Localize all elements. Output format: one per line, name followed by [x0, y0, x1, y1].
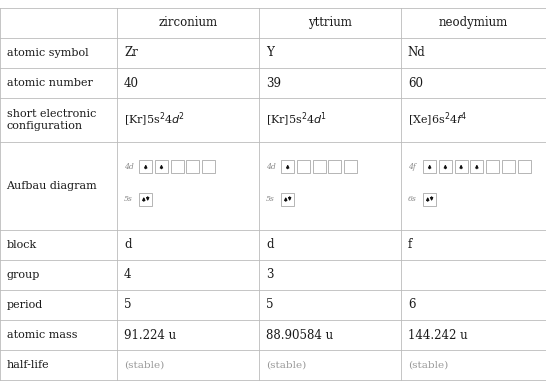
- Bar: [455, 160, 467, 173]
- Bar: [155, 160, 168, 173]
- Text: 4d: 4d: [124, 163, 134, 171]
- Text: Y: Y: [266, 47, 274, 59]
- Text: 60: 60: [408, 76, 423, 90]
- Text: 6: 6: [408, 298, 416, 312]
- Bar: [423, 160, 436, 173]
- Text: (stable): (stable): [408, 361, 448, 370]
- Text: 88.90584 u: 88.90584 u: [266, 329, 333, 341]
- Bar: [313, 160, 325, 173]
- Text: Aufbau diagram: Aufbau diagram: [7, 181, 97, 191]
- Text: Nd: Nd: [408, 47, 426, 59]
- Bar: [502, 160, 515, 173]
- Text: Zr: Zr: [124, 47, 138, 59]
- Text: 4d: 4d: [266, 163, 276, 171]
- Text: 5s: 5s: [124, 195, 133, 203]
- Text: 3: 3: [266, 268, 274, 281]
- Text: 5: 5: [266, 298, 274, 312]
- Text: 39: 39: [266, 76, 281, 90]
- Text: 5s: 5s: [266, 195, 275, 203]
- Text: block: block: [7, 240, 37, 250]
- Text: d: d: [266, 238, 274, 251]
- Text: atomic mass: atomic mass: [7, 330, 77, 340]
- Bar: [439, 160, 452, 173]
- Text: 5: 5: [124, 298, 132, 312]
- Bar: [486, 160, 499, 173]
- Text: group: group: [7, 270, 40, 280]
- Bar: [281, 160, 294, 173]
- Text: 4f: 4f: [408, 163, 416, 171]
- Text: atomic number: atomic number: [7, 78, 92, 88]
- Text: 91.224 u: 91.224 u: [124, 329, 176, 341]
- Text: zirconium: zirconium: [159, 16, 218, 29]
- Bar: [518, 160, 531, 173]
- Text: 40: 40: [124, 76, 139, 90]
- Text: half-life: half-life: [7, 360, 49, 370]
- Text: [Xe]6s$^2$4$f$$^4$: [Xe]6s$^2$4$f$$^4$: [408, 111, 467, 129]
- Text: 144.242 u: 144.242 u: [408, 329, 467, 341]
- Bar: [202, 160, 215, 173]
- Text: [Kr]5s$^2$4$d$$^1$: [Kr]5s$^2$4$d$$^1$: [266, 111, 327, 129]
- Bar: [423, 192, 436, 206]
- Text: 4: 4: [124, 268, 132, 281]
- Text: f: f: [408, 238, 412, 251]
- Text: d: d: [124, 238, 132, 251]
- Text: neodymium: neodymium: [439, 16, 508, 29]
- Text: atomic symbol: atomic symbol: [7, 48, 88, 58]
- Text: yttrium: yttrium: [308, 16, 352, 29]
- Bar: [470, 160, 483, 173]
- Text: short electronic
configuration: short electronic configuration: [7, 109, 96, 131]
- Bar: [344, 160, 357, 173]
- Bar: [186, 160, 199, 173]
- Text: (stable): (stable): [266, 361, 306, 370]
- Text: 6s: 6s: [408, 195, 417, 203]
- Bar: [139, 192, 152, 206]
- Text: [Kr]5s$^2$4$d$$^2$: [Kr]5s$^2$4$d$$^2$: [124, 111, 185, 129]
- Bar: [297, 160, 310, 173]
- Text: (stable): (stable): [124, 361, 164, 370]
- Bar: [281, 192, 294, 206]
- Bar: [328, 160, 341, 173]
- Bar: [139, 160, 152, 173]
- Text: period: period: [7, 300, 43, 310]
- Bar: [171, 160, 183, 173]
